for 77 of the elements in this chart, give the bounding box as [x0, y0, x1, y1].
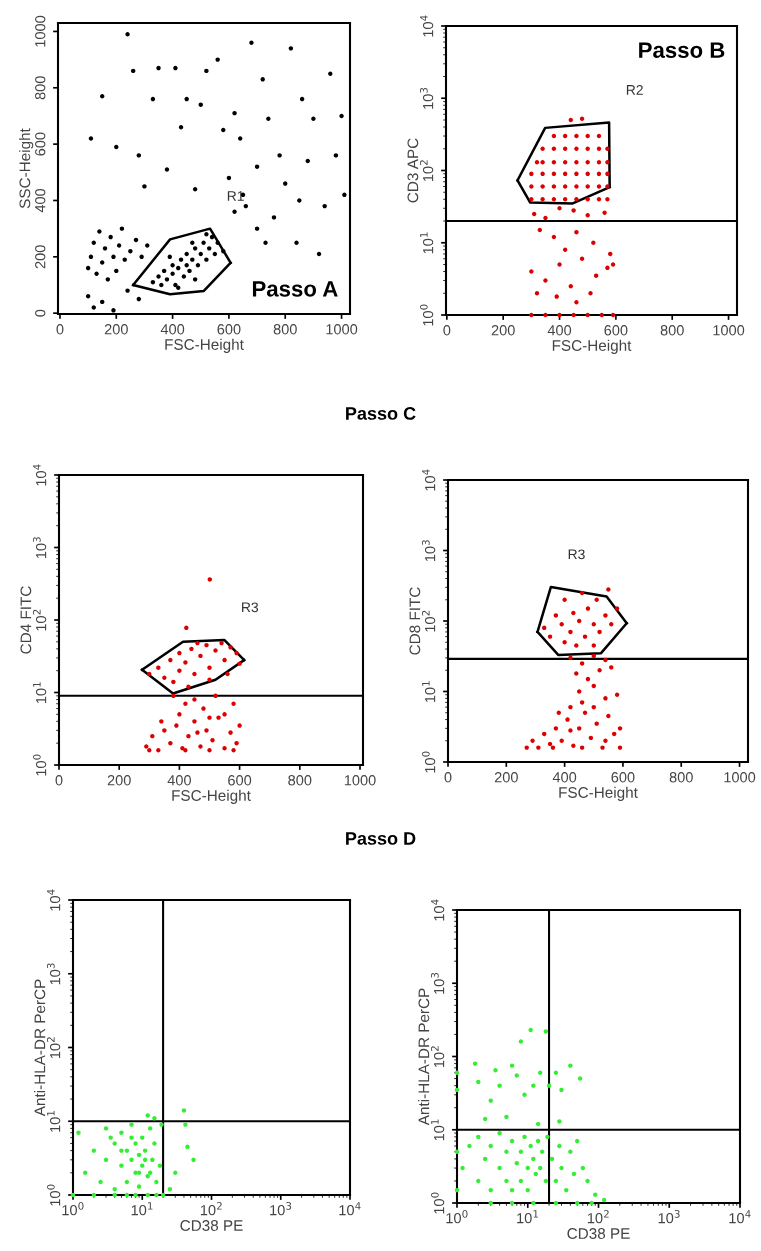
y-tick-label: 10$^{2}$ [32, 609, 47, 631]
y-tick-label: 10$^{3}$ [430, 972, 445, 994]
x-tick-label: 400 [167, 775, 191, 786]
y-tick-label: 200 [35, 245, 46, 269]
x-tick-label: 800 [273, 324, 297, 335]
x-tick-label: 200 [491, 325, 515, 336]
text: R3 [242, 602, 259, 613]
y-axis-title: CD8 FITC [409, 587, 421, 655]
y-axis-title: Anti-HLA-DR PerCP [34, 979, 46, 1117]
y-tick-label: 10$^{4}$ [47, 889, 61, 911]
x-tick-label: 10$^{4}$ [339, 1202, 361, 1216]
x-axis-title: CD38 PE [180, 1220, 243, 1231]
chart-title: Passo C [346, 407, 416, 420]
x-tick-label: 400 [547, 325, 572, 336]
x-tick-label: 10$^{0}$ [62, 1202, 84, 1216]
y-tick-label: 10$^{1}$ [33, 682, 47, 704]
y-tick-label: 10$^{4}$ [33, 464, 47, 486]
x-tick-label: 600 [611, 772, 635, 783]
y-tick-label: 10$^{4}$ [422, 469, 436, 491]
x-tick-label: 10$^{4}$ [729, 1210, 751, 1224]
x-tick-label: 200 [494, 772, 518, 783]
x-tick-label: 1000 [326, 324, 358, 335]
x-tick-label: 600 [228, 775, 252, 786]
x-tick-label: 10$^{3}$ [658, 1210, 680, 1224]
y-tick-label: 10$^{2}$ [430, 1046, 445, 1068]
y-tick-label: 10$^{3}$ [419, 87, 434, 109]
y-tick-label: 10$^{1}$ [431, 1119, 445, 1141]
x-axis-title: FSC-Height [172, 789, 251, 804]
annotation: Passo B [639, 42, 725, 58]
x-axis-title: FSC-Height [165, 338, 244, 353]
y-tick-label: 400 [35, 188, 46, 213]
text: R2 [626, 84, 643, 95]
y-tick-label: 10$^{3}$ [46, 963, 61, 985]
y-tick-label: 600 [35, 132, 46, 156]
x-tick-label: 10$^{1}$ [517, 1210, 538, 1224]
y-tick-label: 10$^{4}$ [431, 899, 445, 921]
x-tick-label: 200 [107, 775, 131, 786]
x-tick-label: 0 [444, 772, 452, 783]
y-tick-label: 10$^{3}$ [32, 537, 47, 559]
y-tick-label: 10$^{3}$ [421, 540, 436, 562]
x-axis-title: CD38 PE [567, 1228, 630, 1239]
chart-title: Passo D [346, 832, 416, 845]
x-tick-label: 400 [552, 772, 577, 783]
x-axis-title: FSC-Height [559, 786, 638, 801]
y-axis-title: CD4 FITC [20, 586, 32, 654]
y-tick-label: 0 [35, 309, 46, 317]
annotation: Passo A [252, 281, 338, 297]
x-tick-label: 600 [217, 324, 241, 335]
x-tick-label: 10$^{3}$ [270, 1202, 292, 1216]
x-tick-label: 800 [669, 772, 693, 783]
y-tick-label: 10$^{1}$ [422, 681, 436, 703]
x-tick-label: 600 [604, 325, 628, 336]
x-tick-label: 1000 [713, 325, 745, 336]
y-tick-label: 10$^{1}$ [420, 232, 434, 254]
y-tick-label: 1000 [35, 15, 46, 47]
y-tick-label: 10$^{2}$ [421, 610, 436, 632]
y-axis-title: Anti-HLA-DR PerCP [418, 988, 430, 1126]
y-tick-label: 10$^{2}$ [46, 1037, 61, 1059]
x-tick-label: 200 [104, 324, 128, 335]
text: R3 [568, 549, 585, 560]
x-tick-label: 10$^{2}$ [200, 1202, 222, 1216]
x-tick-label: 800 [288, 775, 312, 786]
y-tick-label: 10$^{2}$ [419, 160, 434, 182]
x-tick-label: 800 [660, 325, 684, 336]
x-tick-label: 10$^{1}$ [131, 1202, 153, 1216]
x-axis-title: FSC-Height [552, 339, 632, 354]
y-tick-label: 10$^{1}$ [47, 1111, 61, 1132]
y-axis-title: SSC-Height [19, 128, 34, 209]
y-tick-label: 10$^{4}$ [420, 15, 434, 37]
y-axis-title: CD3 APC [407, 138, 419, 203]
x-tick-label: 400 [160, 324, 185, 335]
text: R1 [227, 191, 244, 201]
y-tick-label: 800 [35, 76, 46, 100]
x-tick-label: 1000 [724, 772, 756, 783]
x-tick-label: 10$^{0}$ [446, 1210, 468, 1224]
x-tick-label: 10$^{2}$ [587, 1210, 609, 1224]
x-tick-label: 1000 [344, 775, 376, 786]
